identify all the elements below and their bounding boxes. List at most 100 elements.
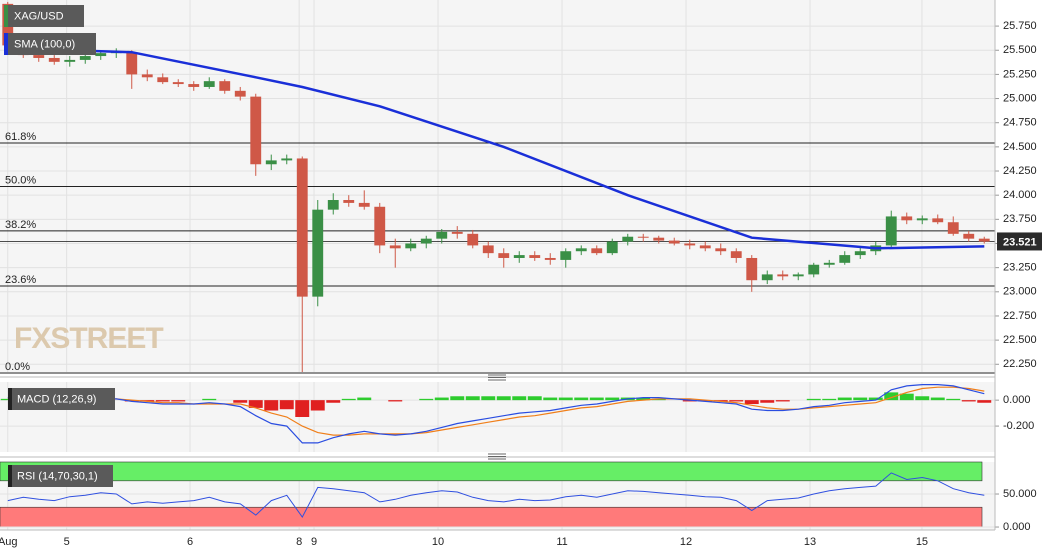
candle-body: [901, 216, 913, 221]
x-tick-label: 8: [296, 536, 302, 548]
macd-bar: [899, 393, 914, 401]
candle-body: [327, 200, 339, 210]
macd-bar: [155, 400, 170, 402]
candle-body: [622, 236, 634, 242]
candle-body: [64, 59, 76, 62]
label-marker: [4, 5, 8, 27]
y-tick-label: 0.000: [1003, 521, 1031, 533]
macd-bar: [202, 398, 217, 401]
candle-body: [141, 74, 153, 78]
macd-bar: [233, 400, 248, 403]
candle-body: [668, 240, 680, 244]
macd-bar: [915, 396, 930, 401]
candle-body: [544, 257, 556, 260]
candle-body: [947, 222, 959, 234]
symbol-title: XAG/USD: [14, 10, 64, 22]
macd-bar: [0, 398, 15, 401]
macd-bar: [558, 397, 573, 401]
overbought-band: [0, 461, 983, 482]
sma-label[interactable]: SMA (100,0): [4, 33, 96, 55]
y-tick-label: 25.250: [1003, 68, 1037, 80]
macd-bar: [248, 400, 263, 408]
label-marker: [8, 465, 12, 487]
macd-bar: [264, 400, 279, 411]
macd-bar: [326, 400, 341, 403]
resize-handle[interactable]: [488, 374, 506, 381]
candle-body: [281, 158, 293, 161]
macd-bar: [543, 397, 558, 401]
fib-label: 61.8%: [5, 131, 36, 143]
candle-body: [296, 158, 308, 297]
macd-bar: [357, 397, 372, 401]
macd-bar: [450, 396, 465, 401]
label-box: [8, 465, 113, 487]
candle-body: [126, 52, 138, 75]
macd-bar: [822, 398, 837, 401]
x-tick-label: 15: [916, 536, 928, 548]
macd-bar: [946, 398, 961, 401]
x-tick-label: 6: [187, 536, 193, 548]
macd-bar: [419, 398, 434, 401]
symbol-label[interactable]: XAG/USD: [4, 5, 84, 27]
last-price-label: 23.521: [1003, 236, 1037, 248]
sma-line: [7, 47, 985, 250]
candle-body: [467, 233, 479, 246]
macd-bar: [481, 396, 496, 401]
macd-bar: [512, 396, 527, 401]
y-tick-label: 24.250: [1003, 165, 1037, 177]
candle-body: [157, 77, 169, 83]
macd-label[interactable]: MACD (12,26,9): [8, 388, 115, 410]
candle-body: [591, 248, 603, 254]
y-tick-label: 22.500: [1003, 334, 1037, 346]
candle-body: [823, 262, 835, 265]
candle-body: [188, 84, 200, 87]
candle-body: [854, 251, 866, 256]
resize-handle[interactable]: [488, 453, 506, 460]
candle-body: [978, 238, 990, 242]
candle-body: [265, 160, 277, 165]
rsi-label[interactable]: RSI (14,70,30,1): [8, 465, 113, 487]
candle-body: [730, 251, 742, 258]
label-box: [4, 33, 96, 55]
macd-bar: [496, 396, 511, 401]
candle-body: [482, 245, 494, 254]
macd-bar: [295, 400, 310, 417]
candle-body: [560, 251, 572, 260]
macd-bar: [605, 397, 620, 401]
macd-bar: [434, 397, 449, 401]
y-tick-label: 25.500: [1003, 44, 1037, 56]
macd-bar: [589, 397, 604, 401]
x-tick-label: 10: [432, 536, 444, 548]
candle-body: [684, 243, 696, 246]
fib-label: 0.0%: [5, 361, 30, 373]
candle-body: [916, 218, 928, 221]
last-price-box: [997, 232, 1042, 251]
macd-bar: [868, 397, 883, 401]
candle-body: [312, 209, 324, 297]
candle-body: [792, 274, 804, 277]
candle-body: [746, 257, 758, 281]
fib-label: 38.2%: [5, 219, 36, 231]
candle-body: [699, 245, 711, 249]
x-tick-label: 11: [556, 536, 567, 548]
x-tick-label: 9: [311, 536, 317, 548]
candle-body: [374, 206, 386, 246]
candle-body: [932, 218, 944, 223]
macd-bar: [775, 400, 790, 402]
y-tick-label: 24.750: [1003, 117, 1037, 129]
x-tick-label: 5: [64, 536, 70, 548]
panes: [0, 0, 995, 530]
candle-body: [405, 243, 417, 249]
candle-body: [777, 274, 789, 277]
candle-body: [358, 202, 370, 207]
macd-bar: [806, 398, 821, 401]
y-tick-label: -0.200: [1003, 420, 1034, 432]
candle-body: [436, 231, 448, 239]
candle-body: [529, 255, 541, 258]
macd-bar: [961, 400, 976, 402]
candle-body: [48, 57, 60, 62]
candle-body: [343, 200, 355, 203]
macd-bar: [527, 396, 542, 401]
macd-bar: [574, 397, 589, 401]
